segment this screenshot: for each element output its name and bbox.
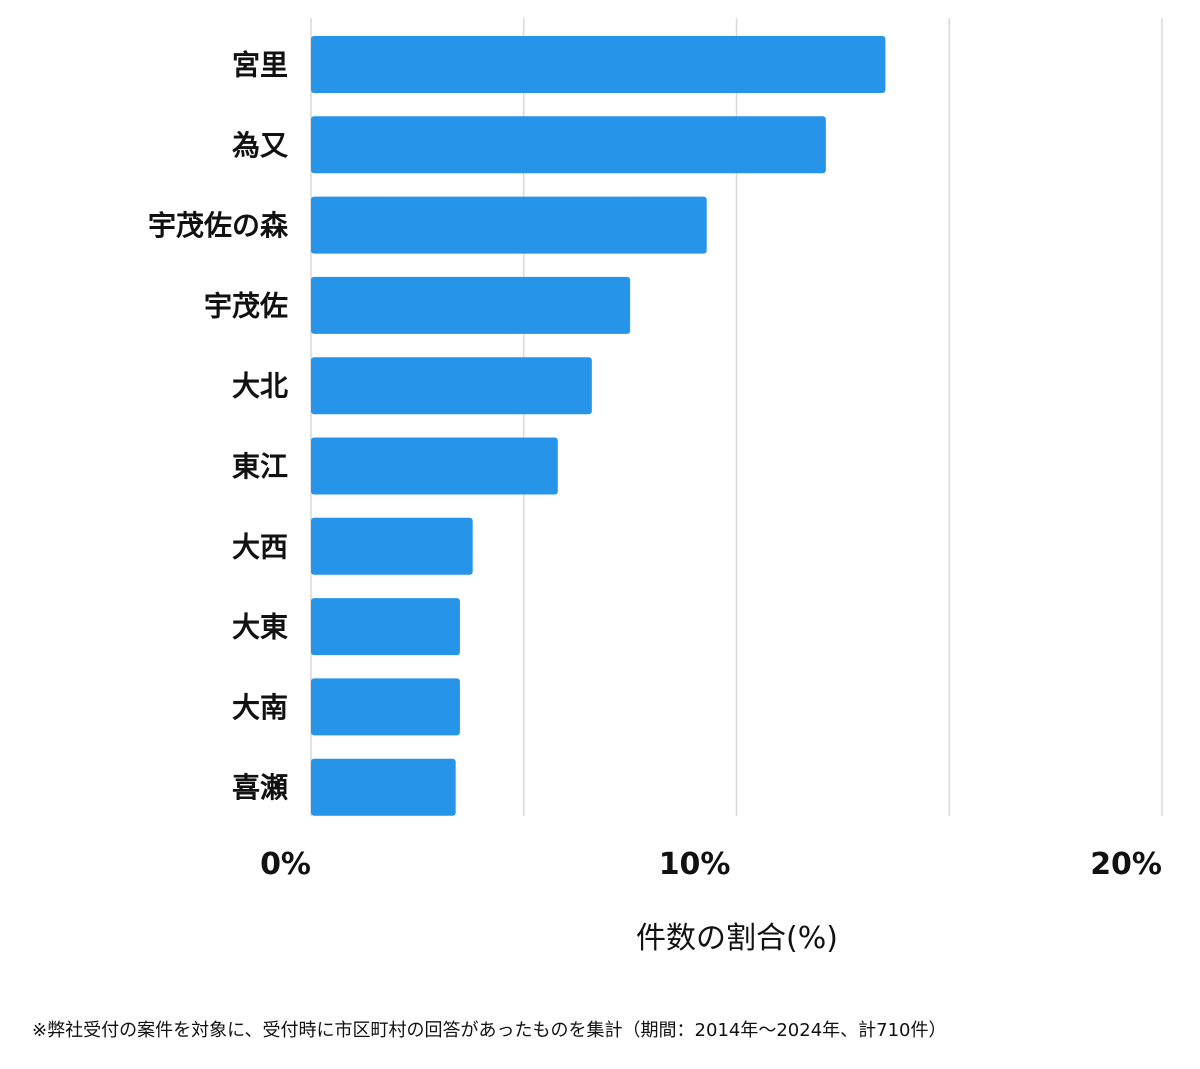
x-tick-label-1: 10% <box>659 847 731 882</box>
bars <box>311 36 886 816</box>
category-label-9: 喜瀬 <box>232 771 288 804</box>
x-tick-label-0: 0% <box>260 847 311 882</box>
bar-9 <box>311 758 456 816</box>
category-label-5: 東江 <box>232 450 288 483</box>
footnote: ※弊社受付の案件を対象に、受付時に市区町村の回答があったものを集計（期間：201… <box>32 1020 947 1041</box>
category-label-1: 為又 <box>232 129 289 162</box>
bar-4 <box>311 357 592 415</box>
bar-7 <box>311 598 460 656</box>
category-label-6: 大西 <box>232 530 288 563</box>
category-label-4: 大北 <box>232 370 288 403</box>
category-label-3: 宇茂佐 <box>204 289 288 322</box>
bar-8 <box>311 678 460 736</box>
bar-5 <box>311 437 558 495</box>
category-label-2: 宇茂佐の森 <box>148 209 289 242</box>
x-tick-label-2: 20% <box>1090 847 1162 882</box>
category-label-0: 宮里 <box>232 49 288 82</box>
bar-1 <box>311 116 826 174</box>
x-tick-labels: 0% 10% 20% <box>260 847 1162 882</box>
category-label-8: 大南 <box>232 691 288 724</box>
bar-3 <box>311 276 631 334</box>
x-axis-title: 件数の割合(%) <box>636 921 838 956</box>
category-label-7: 大東 <box>232 611 288 644</box>
bar-2 <box>311 196 707 254</box>
bar-6 <box>311 517 473 575</box>
bar-0 <box>311 36 886 93</box>
